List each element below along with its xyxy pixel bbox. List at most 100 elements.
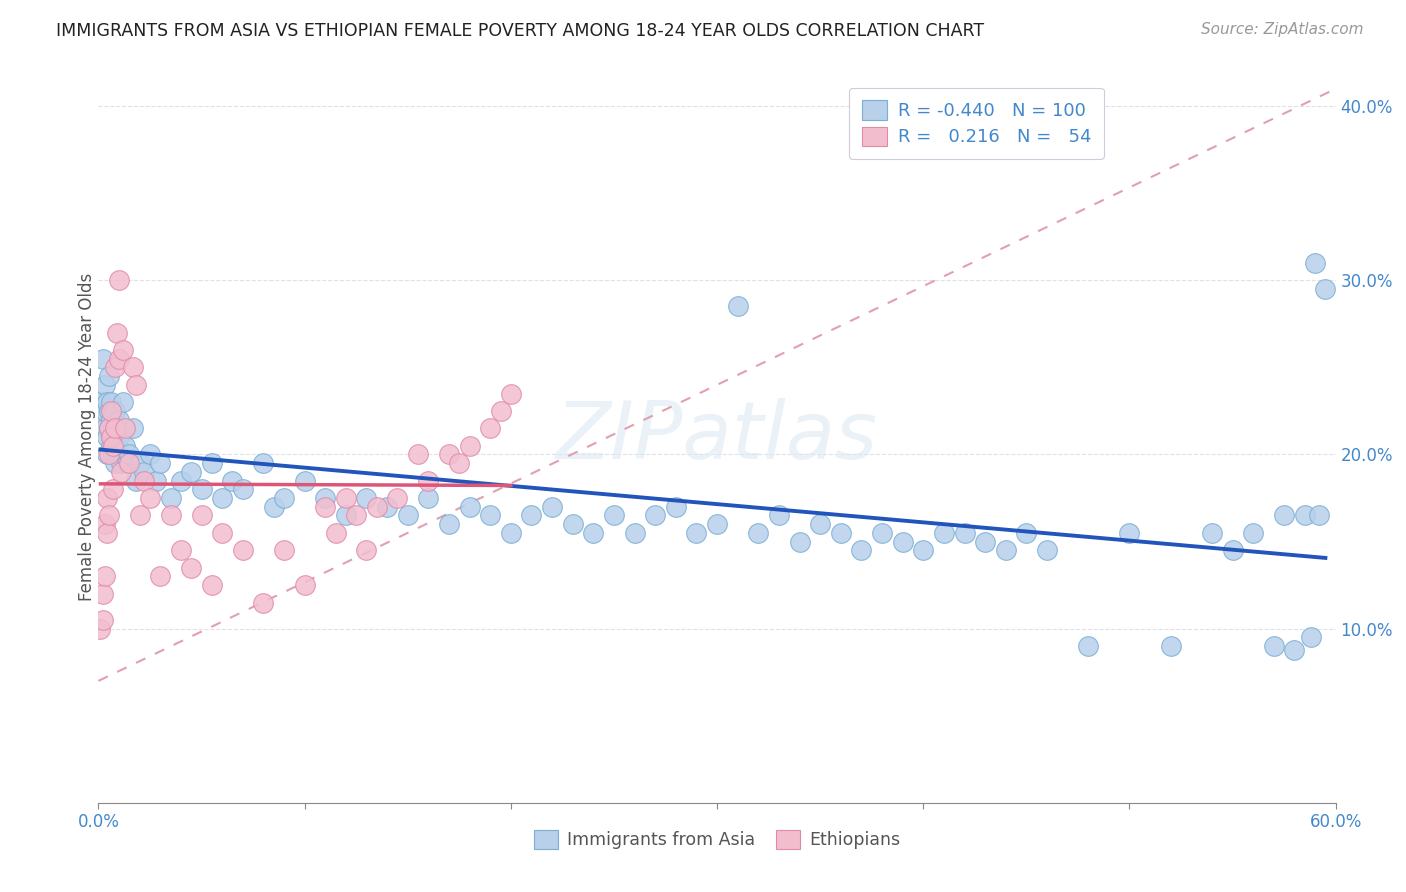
Point xyxy=(101,483,124,497)
Point xyxy=(582,525,605,540)
Point xyxy=(96,448,118,462)
Point xyxy=(100,430,122,444)
Point xyxy=(1294,508,1316,523)
Point xyxy=(727,300,749,314)
Point xyxy=(912,543,935,558)
Point xyxy=(974,534,997,549)
Point xyxy=(1308,508,1330,523)
Point xyxy=(201,456,224,470)
Point xyxy=(870,525,893,540)
Point xyxy=(112,395,135,409)
Point xyxy=(561,517,583,532)
Point xyxy=(685,525,707,540)
Point xyxy=(1160,639,1182,653)
Point xyxy=(1263,639,1285,653)
Point xyxy=(124,474,146,488)
Point xyxy=(122,421,145,435)
Point xyxy=(108,430,131,444)
Point xyxy=(479,421,502,435)
Point xyxy=(114,421,136,435)
Point xyxy=(91,613,114,627)
Point xyxy=(89,395,111,409)
Point xyxy=(211,491,233,505)
Point xyxy=(520,508,543,523)
Point xyxy=(101,448,124,462)
Point xyxy=(108,273,131,287)
Point xyxy=(170,474,193,488)
Text: ZIPatlas: ZIPatlas xyxy=(555,398,879,476)
Point xyxy=(294,474,316,488)
Point xyxy=(100,404,122,418)
Point xyxy=(93,377,115,392)
Point xyxy=(994,543,1017,558)
Point xyxy=(91,587,114,601)
Point xyxy=(93,517,115,532)
Point xyxy=(101,439,124,453)
Point xyxy=(1272,508,1295,523)
Point xyxy=(108,351,131,366)
Point xyxy=(932,525,955,540)
Point xyxy=(104,439,127,453)
Point xyxy=(541,500,564,514)
Point xyxy=(499,525,522,540)
Point xyxy=(100,395,122,409)
Point xyxy=(104,360,127,375)
Point xyxy=(644,508,666,523)
Point xyxy=(458,500,481,514)
Point xyxy=(97,448,120,462)
Point xyxy=(112,343,135,357)
Point xyxy=(128,456,150,470)
Point xyxy=(406,448,429,462)
Point xyxy=(325,525,347,540)
Point xyxy=(356,491,378,505)
Point xyxy=(335,491,357,505)
Point xyxy=(96,430,118,444)
Point xyxy=(101,421,124,435)
Point xyxy=(105,421,128,435)
Point xyxy=(1201,525,1223,540)
Point xyxy=(768,508,790,523)
Point xyxy=(118,448,141,462)
Point xyxy=(273,543,295,558)
Point xyxy=(104,421,127,435)
Point xyxy=(89,622,111,636)
Point xyxy=(96,491,118,505)
Point xyxy=(97,421,120,435)
Point xyxy=(263,500,285,514)
Point xyxy=(1315,282,1337,296)
Point xyxy=(221,474,243,488)
Point xyxy=(105,326,128,340)
Point xyxy=(159,508,181,523)
Point xyxy=(211,525,233,540)
Point xyxy=(366,500,388,514)
Point xyxy=(145,474,167,488)
Point xyxy=(93,421,115,435)
Point xyxy=(110,465,132,479)
Point xyxy=(96,395,118,409)
Point xyxy=(100,439,122,453)
Point xyxy=(159,491,181,505)
Point xyxy=(479,508,502,523)
Point xyxy=(1284,642,1306,657)
Point xyxy=(96,525,118,540)
Point xyxy=(139,491,162,505)
Point xyxy=(180,465,202,479)
Point xyxy=(97,404,120,418)
Point xyxy=(104,456,127,470)
Point xyxy=(396,508,419,523)
Point xyxy=(953,525,976,540)
Point xyxy=(132,465,155,479)
Point xyxy=(190,508,212,523)
Point xyxy=(449,456,471,470)
Point xyxy=(97,421,120,435)
Point xyxy=(190,483,212,497)
Point xyxy=(110,456,132,470)
Point xyxy=(891,534,914,549)
Y-axis label: Female Poverty Among 18-24 Year Olds: Female Poverty Among 18-24 Year Olds xyxy=(79,273,96,601)
Text: IMMIGRANTS FROM ASIA VS ETHIOPIAN FEMALE POVERTY AMONG 18-24 YEAR OLDS CORRELATI: IMMIGRANTS FROM ASIA VS ETHIOPIAN FEMALE… xyxy=(56,22,984,40)
Point xyxy=(104,404,127,418)
Point xyxy=(335,508,357,523)
Point xyxy=(93,404,115,418)
Point xyxy=(499,386,522,401)
Point xyxy=(706,517,728,532)
